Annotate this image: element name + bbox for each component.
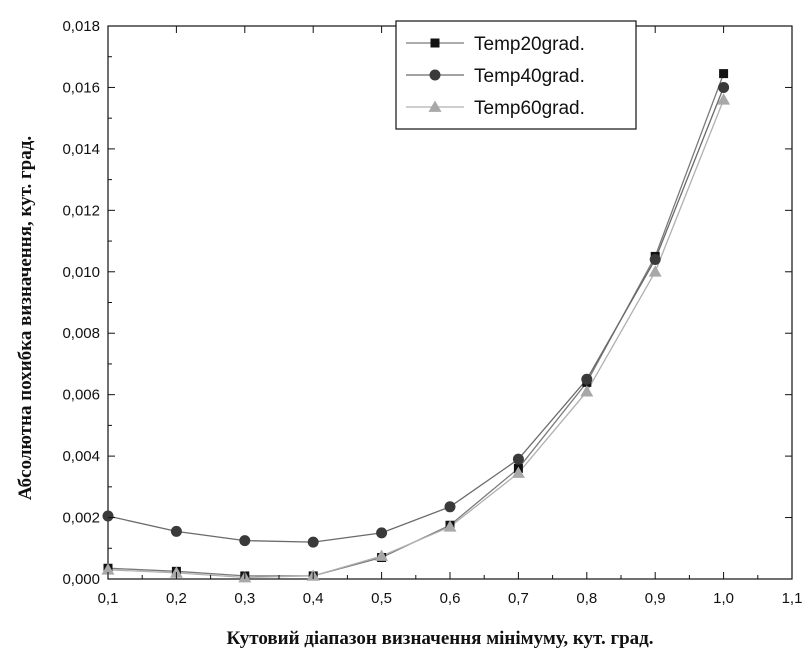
legend-label: Temp20grad. <box>474 34 585 55</box>
x-tick-label: 0,9 <box>645 590 666 607</box>
data-point-circle <box>307 536 319 548</box>
x-tick-label: 0,7 <box>508 590 529 607</box>
data-point-triangle <box>375 549 389 561</box>
data-point-circle <box>649 253 661 265</box>
series-lines <box>107 73 725 579</box>
series-line-triangle <box>107 99 725 579</box>
y-tick-label: 0,014 <box>62 141 100 158</box>
legend: Temp20grad. Temp40grad. Temp60grad. <box>395 20 637 130</box>
x-tick-label: 0,5 <box>371 590 392 607</box>
y-tick-label: 0,002 <box>62 510 100 527</box>
data-point-circle <box>170 525 182 537</box>
data-point-circle <box>718 81 730 93</box>
x-axis-title: Кутовий діапазон визначення мінімуму, ку… <box>226 628 653 649</box>
data-point-circle <box>102 510 114 522</box>
y-tick-label: 0,004 <box>62 448 100 465</box>
axis-ticks: 0,1 0,2 0,3 0,4 0,5 0,6 0,7 0,8 0,9 1,0 1,1 0,000 0,… <box>62 18 802 607</box>
x-tick-label: 0,1 <box>98 590 119 607</box>
data-point-circle <box>512 453 524 465</box>
data-point-circle <box>581 373 593 385</box>
y-tick-label: 0,000 <box>62 571 100 588</box>
legend-label: Temp40grad. <box>474 66 585 87</box>
x-tick-label: 0,2 <box>166 590 187 607</box>
legend-marker-square <box>430 38 440 48</box>
data-point-triangle <box>101 563 115 575</box>
data-point-triangle <box>511 466 525 478</box>
data-point-circle <box>376 527 388 539</box>
series-line-square <box>107 73 725 577</box>
x-tick-label: 0,6 <box>440 590 461 607</box>
series-line-circle <box>107 87 725 543</box>
y-tick-label: 0,006 <box>62 387 100 404</box>
legend-marker-triangle <box>428 100 442 112</box>
data-point-triangle <box>648 265 662 277</box>
y-tick-label: 0,008 <box>62 325 100 342</box>
x-tick-label: 0,8 <box>576 590 597 607</box>
y-axis-title: Абсолютна похибка визначення, кут. град. <box>15 136 36 500</box>
x-tick-label: 1,1 <box>782 590 803 607</box>
series-markers <box>101 69 731 583</box>
y-tick-label: 0,010 <box>62 264 100 281</box>
y-tick-label: 0,012 <box>62 202 100 219</box>
data-point-circle <box>239 535 251 547</box>
data-point-circle <box>444 501 456 513</box>
data-point-triangle <box>717 93 731 105</box>
data-point-triangle <box>580 385 594 397</box>
x-tick-label: 1,0 <box>713 590 734 607</box>
data-point-triangle <box>443 520 457 532</box>
y-tick-label: 0,016 <box>62 79 100 96</box>
x-tick-label: 0,4 <box>303 590 324 607</box>
legend-label: Temp60grad. <box>474 98 585 119</box>
y-tick-label: 0,018 <box>62 18 100 35</box>
x-tick-label: 0,3 <box>234 590 255 607</box>
data-point-square <box>719 69 729 79</box>
legend-marker-circle <box>429 69 441 81</box>
